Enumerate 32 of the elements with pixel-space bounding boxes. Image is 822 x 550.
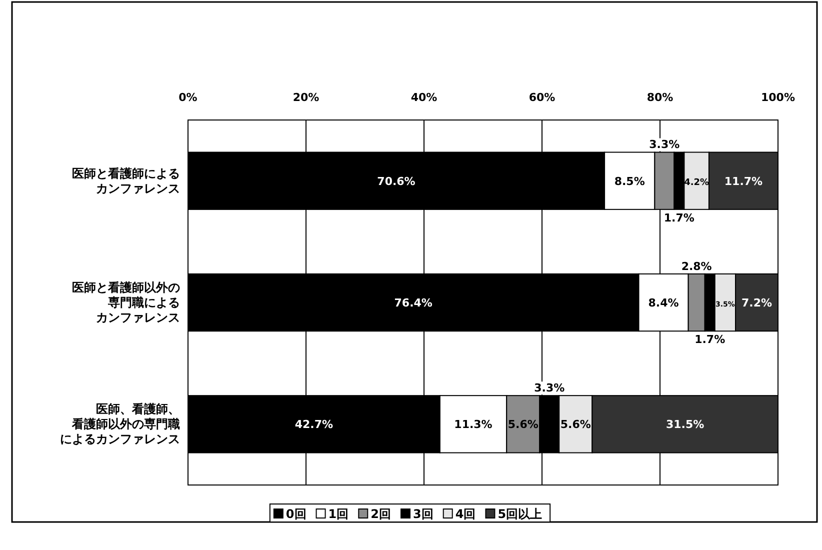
legend-label: 0回: [286, 507, 306, 521]
data-label: 7.2%: [742, 296, 772, 310]
data-label: 11.7%: [724, 174, 763, 188]
legend-label: 5回以上: [498, 507, 542, 521]
data-label: 1.7%: [694, 333, 726, 346]
y-tick-label: 医師と看護師によるカンファレンス: [72, 166, 180, 196]
y-tick-label: 医師、看護師、看護師以外の専門職によるカンファレンス: [60, 402, 180, 446]
data-label: 5.6%: [560, 418, 591, 432]
legend-label: 1回: [328, 507, 349, 521]
data-label: 8.5%: [614, 174, 645, 188]
x-tick-label: 0%: [178, 91, 198, 104]
data-label: 5.6%: [508, 418, 538, 432]
data-label: 31.5%: [666, 418, 704, 432]
data-label: 8.4%: [648, 296, 679, 310]
data-label: 3.3%: [649, 138, 680, 152]
y-tick-label: 医師と看護師以外の専門職によるカンファレンス: [72, 280, 180, 324]
x-tick-label: 40%: [410, 91, 438, 104]
data-label: 70.6%: [377, 174, 416, 188]
x-tick-label: 20%: [292, 91, 320, 104]
data-label: 76.4%: [394, 296, 432, 310]
legend-label: 3回: [413, 507, 434, 521]
data-label: 11.3%: [454, 418, 492, 432]
legend-label: 4回: [455, 507, 476, 521]
x-tick-label: 80%: [646, 91, 674, 104]
data-label: 1.7%: [664, 211, 694, 224]
data-label: 2.8%: [681, 260, 712, 273]
data-label: 4.2%: [684, 178, 710, 188]
data-label: 3.3%: [534, 382, 565, 395]
data-label: 42.7%: [294, 418, 334, 432]
x-tick-label: 100%: [761, 91, 795, 104]
legend-label: 2回: [370, 507, 391, 521]
x-tick-label: 60%: [528, 91, 556, 104]
